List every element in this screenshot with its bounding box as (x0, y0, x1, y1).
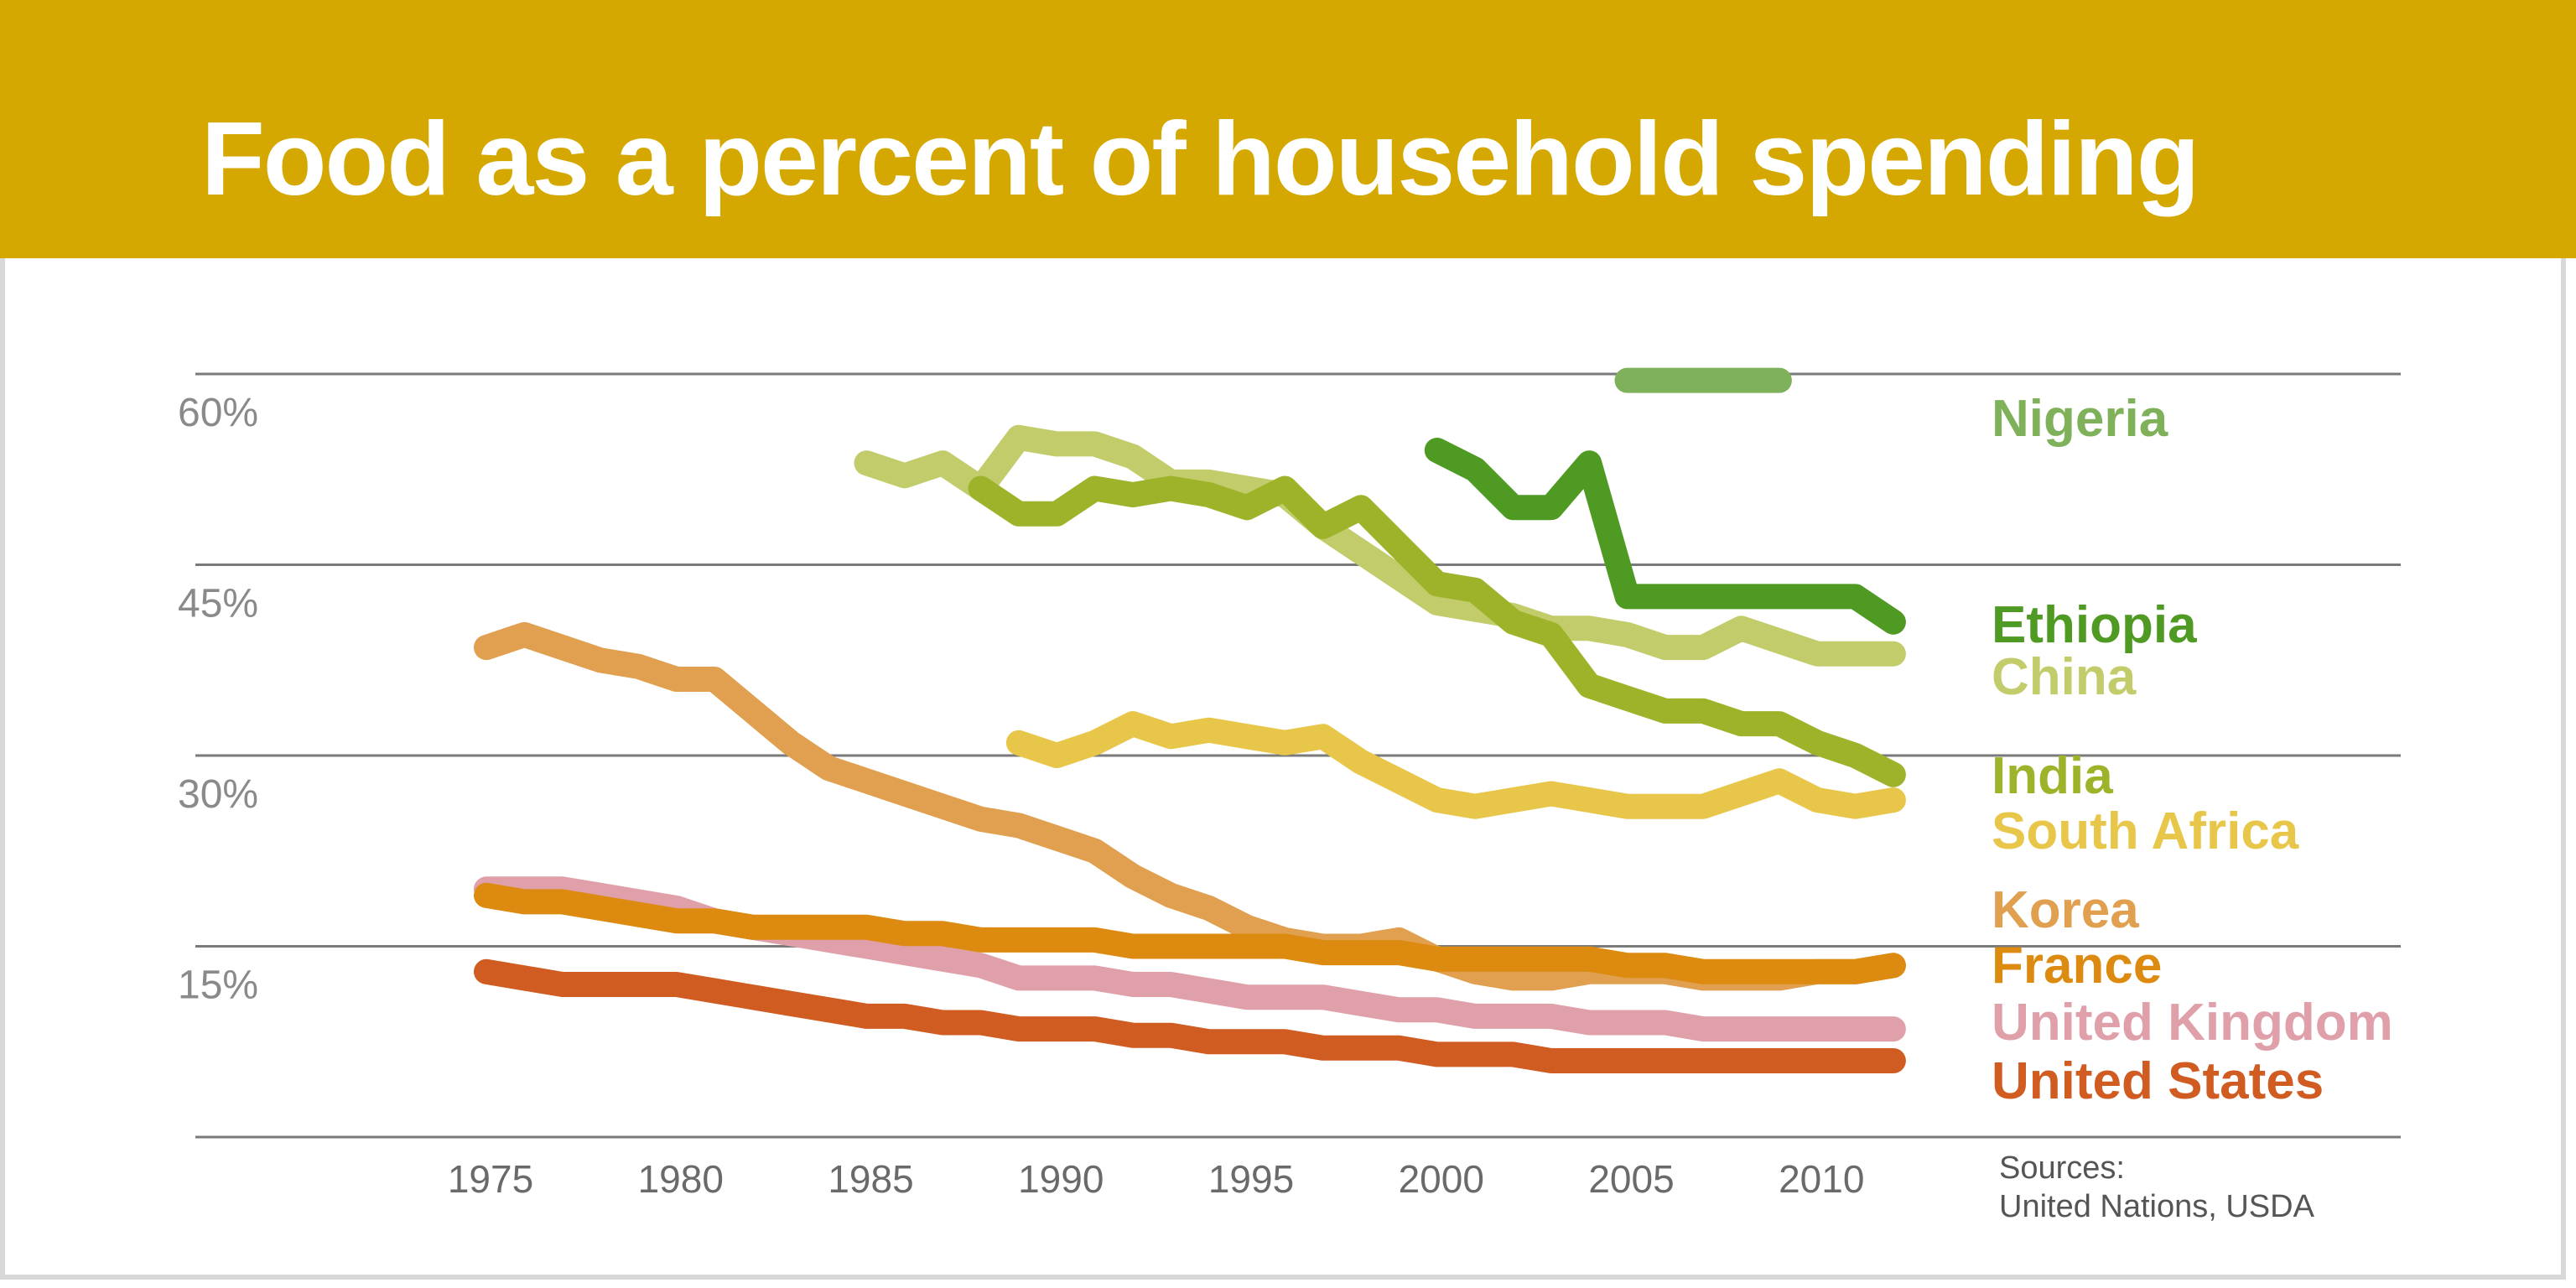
series-line-south-africa (1005, 711, 1906, 819)
x-tick-label: 1985 (828, 1157, 913, 1201)
source-heading: Sources: (1999, 1150, 2125, 1186)
x-tick-label: 1980 (638, 1157, 724, 1201)
x-tick-label: 2005 (1588, 1157, 1674, 1201)
series-line-china (854, 424, 1906, 667)
legend-label-ethiopia: Ethiopia (1992, 596, 2197, 654)
legend-label-nigeria: Nigeria (1992, 390, 2168, 448)
series-line-france (474, 882, 1906, 984)
source-text: United Nations, USDA (1999, 1189, 2314, 1224)
legend-label-united-kingdom: United Kingdom (1992, 994, 2393, 1052)
legend-label-india: India (1992, 747, 2113, 805)
x-tick-label: 2010 (1779, 1157, 1864, 1201)
legend-label-china: China (1992, 648, 2137, 706)
x-tick-label: 1975 (448, 1157, 533, 1201)
legend-label-korea: Korea (1992, 881, 2139, 939)
y-tick-label: 30% (178, 772, 258, 817)
chart-title: Food as a percent of household spending (201, 101, 2199, 217)
x-tick-label: 1990 (1018, 1157, 1104, 1201)
legend-label-south-africa: South Africa (1992, 802, 2299, 860)
series-line-ethiopia (1424, 438, 1906, 635)
legend-label-united-states: United States (1992, 1052, 2324, 1110)
series-line-india (968, 475, 1906, 787)
chart-body (0, 258, 2566, 1280)
y-tick-label: 60% (178, 391, 258, 435)
source-note: Sources: United Nations, USDA (1999, 1149, 2314, 1226)
legend-label-france: France (1992, 937, 2162, 995)
y-tick-label: 45% (178, 582, 258, 626)
series-line-united-states (474, 958, 1906, 1073)
title-banner: Food as a percent of household spending (0, 0, 2576, 258)
x-tick-label: 2000 (1399, 1157, 1484, 1201)
x-tick-label: 1995 (1208, 1157, 1294, 1201)
y-tick-label: 15% (178, 963, 258, 1008)
